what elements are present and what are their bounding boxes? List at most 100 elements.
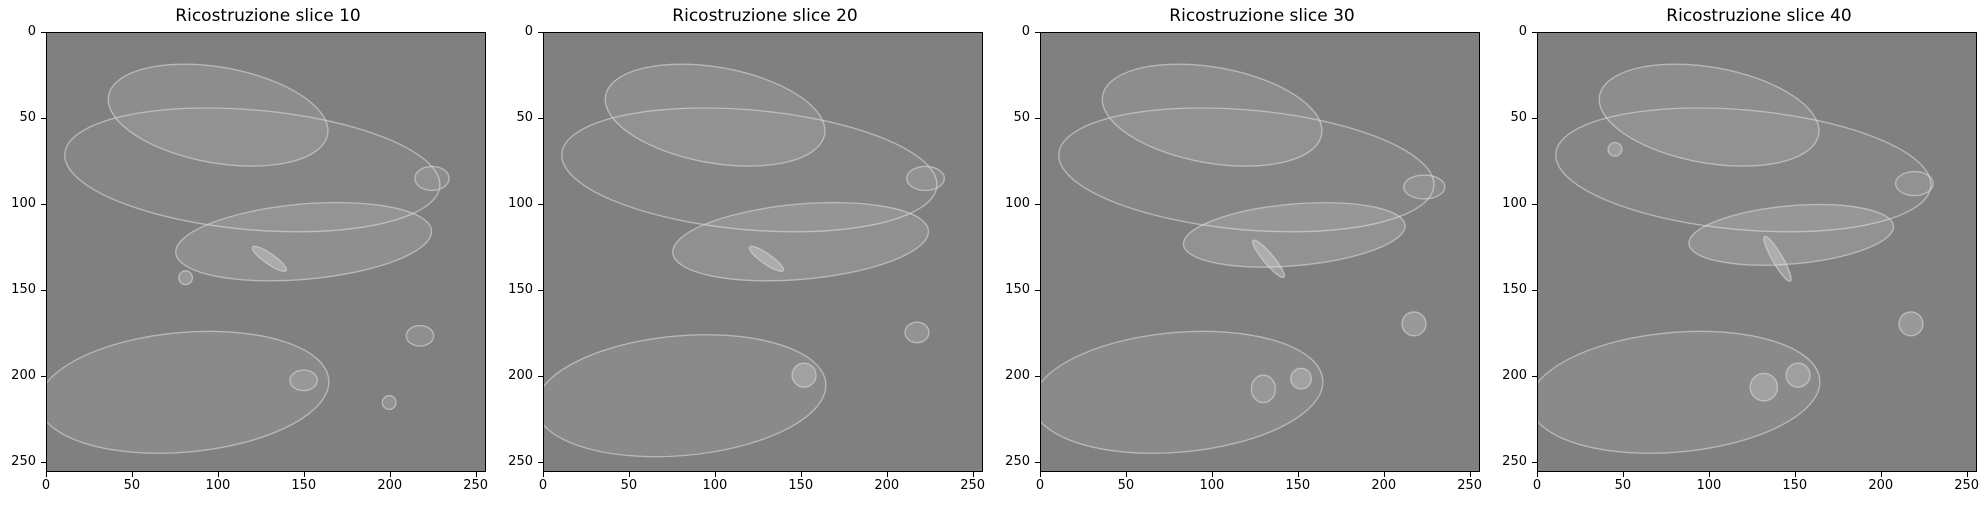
structure-shape (561, 107, 938, 233)
x-tick-label: 0 (1517, 472, 1557, 493)
y-tick-label: 150 (994, 282, 1040, 297)
x-tick-label: 250 (456, 472, 496, 493)
structure-shape (748, 245, 785, 273)
y-tick-label: 0 (994, 24, 1040, 39)
x-tick-label: 200 (1861, 472, 1901, 493)
image-panel: Ricostruzione slice 40 0 50 100 150 200 250 0 50… (1491, 0, 1979, 505)
structure-shape (906, 165, 946, 192)
y-tick-label: 0 (497, 24, 543, 39)
x-tick-label: 150 (1775, 472, 1815, 493)
image-panel: Ricostruzione slice 30 0 50 100 150 200 250 0 50… (994, 0, 1482, 505)
reconstruction-image (1537, 32, 1977, 472)
x-tick-label: 100 (1192, 472, 1232, 493)
structure-shape (1898, 311, 1924, 337)
x-tick-label: 50 (1106, 472, 1146, 493)
structure-shape (381, 395, 397, 411)
structure-shape (64, 107, 441, 233)
y-tick-label: 50 (994, 110, 1040, 125)
structure-shape (414, 165, 450, 192)
structure-shape (904, 321, 930, 344)
structure-shape (1607, 141, 1623, 157)
y-tick-label: 50 (0, 110, 46, 125)
x-tick-label: 200 (867, 472, 907, 493)
structure-shape (672, 201, 930, 282)
structure-shape (1290, 367, 1313, 390)
structure-shape (107, 63, 329, 167)
structure-shape (1785, 362, 1811, 388)
image-panel: Ricostruzione slice 10 0 50 100 150 200 250 0 50… (0, 0, 488, 505)
x-tick-label: 150 (284, 472, 324, 493)
structure-shape (1101, 63, 1323, 167)
x-tick-label: 100 (1689, 472, 1729, 493)
structure-shape (1250, 374, 1277, 404)
x-tick-label: 250 (953, 472, 993, 493)
structure-shape (1403, 174, 1446, 200)
x-tick-label: 200 (370, 472, 410, 493)
panel-title: Ricostruzione slice 20 (672, 6, 858, 26)
structure-shape (1041, 330, 1324, 454)
structure-shape (405, 324, 435, 347)
y-tick-label: 50 (1491, 110, 1537, 125)
x-tick-label: 200 (1364, 472, 1404, 493)
structure-shape (1401, 311, 1427, 337)
structure-shape (178, 270, 194, 286)
structure-shape (175, 201, 433, 282)
x-tick-label: 0 (1020, 472, 1060, 493)
y-tick-label: 250 (497, 454, 543, 469)
panel-title: Ricostruzione slice 40 (1666, 6, 1852, 26)
y-tick-label: 150 (0, 282, 46, 297)
reconstruction-image (543, 32, 983, 472)
x-tick-label: 0 (26, 472, 66, 493)
structure-shape (791, 362, 817, 388)
x-tick-label: 50 (112, 472, 152, 493)
structure-shape (1251, 239, 1286, 279)
panel-title: Ricostruzione slice 10 (175, 6, 361, 26)
x-tick-label: 150 (1278, 472, 1318, 493)
grayscale-slice (1041, 63, 1446, 454)
reconstruction-image (1040, 32, 1480, 472)
x-tick-label: 100 (695, 472, 735, 493)
structure-shape (1598, 63, 1820, 167)
structure-shape (544, 334, 827, 458)
y-tick-label: 200 (994, 368, 1040, 383)
y-tick-label: 250 (0, 454, 46, 469)
structure-shape (1058, 107, 1435, 233)
x-tick-label: 0 (523, 472, 563, 493)
structure-shape (1749, 372, 1779, 402)
panel-title: Ricostruzione slice 30 (1169, 6, 1355, 26)
structure-shape (251, 245, 288, 273)
y-tick-label: 100 (994, 196, 1040, 211)
structure-shape (1538, 330, 1821, 454)
y-tick-label: 200 (1491, 368, 1537, 383)
structure-shape (604, 63, 826, 167)
reconstruction-image (46, 32, 486, 472)
x-tick-label: 150 (781, 472, 821, 493)
image-panel: Ricostruzione slice 20 0 50 100 150 200 250 0 50… (497, 0, 985, 505)
structure-shape (289, 369, 319, 392)
y-tick-label: 150 (497, 282, 543, 297)
x-tick-label: 250 (1450, 472, 1490, 493)
y-tick-label: 0 (1491, 24, 1537, 39)
y-tick-label: 0 (0, 24, 46, 39)
structure-shape (1763, 235, 1792, 282)
structure-shape (1894, 170, 1934, 197)
y-tick-label: 50 (497, 110, 543, 125)
structure-shape (1688, 203, 1895, 266)
x-tick-label: 250 (1947, 472, 1987, 493)
y-tick-label: 100 (497, 196, 543, 211)
y-tick-label: 150 (1491, 282, 1537, 297)
y-tick-label: 100 (1491, 196, 1537, 211)
x-tick-label: 50 (609, 472, 649, 493)
grayscale-slice (47, 63, 450, 454)
y-tick-label: 250 (994, 454, 1040, 469)
x-tick-label: 100 (198, 472, 238, 493)
y-tick-label: 100 (0, 196, 46, 211)
grayscale-slice (1538, 63, 1934, 454)
grayscale-slice (544, 63, 946, 458)
structure-shape (1182, 202, 1406, 268)
structure-shape (47, 330, 330, 454)
structure-shape (1555, 107, 1932, 233)
y-tick-label: 200 (0, 368, 46, 383)
x-tick-label: 50 (1603, 472, 1643, 493)
y-tick-label: 200 (497, 368, 543, 383)
